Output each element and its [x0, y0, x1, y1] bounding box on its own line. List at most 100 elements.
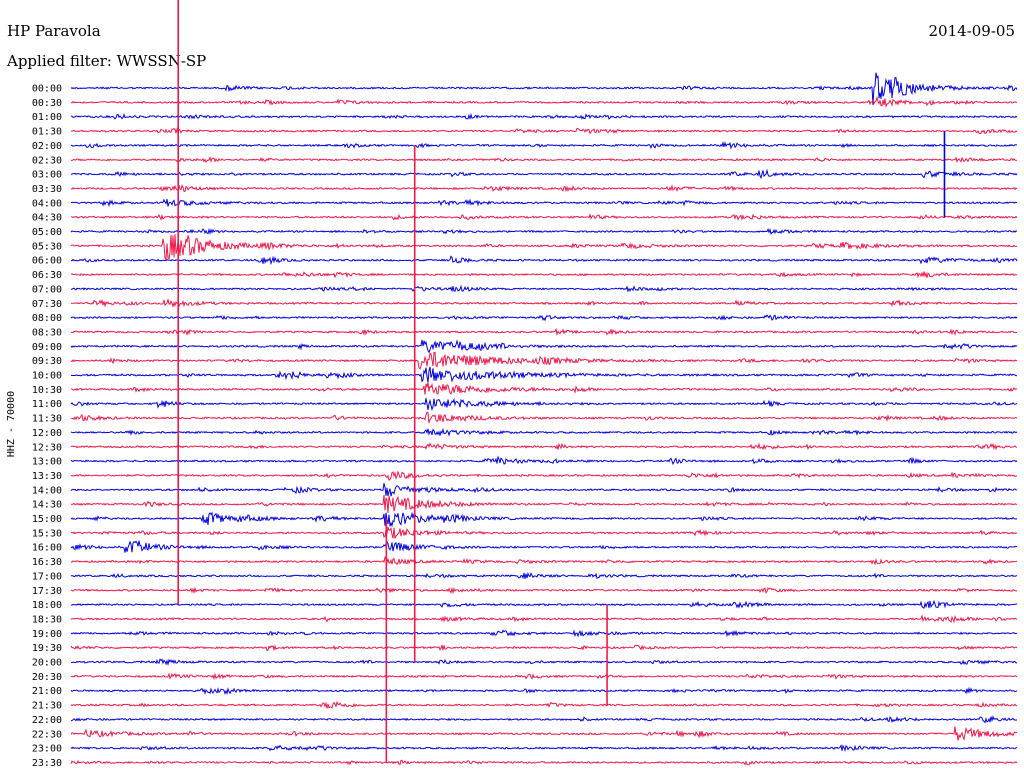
date-label: 2014-09-05 [929, 22, 1015, 40]
time-label: 15:00 [32, 514, 62, 525]
time-label: 10:00 [32, 371, 62, 382]
time-label: 05:30 [32, 241, 62, 252]
seismic-trace [70, 127, 1018, 135]
time-label: 04:30 [32, 213, 62, 224]
time-label: 11:00 [32, 399, 62, 410]
time-label: 17:00 [32, 571, 62, 582]
seismic-trace [70, 726, 1018, 742]
time-label: 04:00 [32, 198, 62, 209]
time-axis-labels: 00:00 00:30 01:00 01:30 02:00 02:30 03:00 03:30… [32, 84, 62, 769]
seismic-trace [70, 284, 1018, 293]
seismic-trace [70, 198, 1018, 208]
time-label: 00:00 [32, 84, 62, 95]
seismic-trace [70, 599, 1018, 609]
time-label: 07:00 [32, 284, 62, 295]
seismic-trace [70, 442, 1018, 451]
seismic-trace [70, 556, 1018, 566]
channel-axis-label: HHZ - 70000 [6, 391, 17, 457]
time-label: 10:30 [32, 385, 62, 396]
seismic-trace [70, 255, 1018, 266]
time-label: 13:00 [32, 457, 62, 468]
seismic-trace [70, 141, 1018, 150]
time-label: 14:30 [32, 500, 62, 511]
time-label: 21:30 [32, 701, 62, 712]
time-label: 16:00 [32, 543, 62, 554]
time-label: 18:00 [32, 600, 62, 611]
time-label: 03:00 [32, 170, 62, 181]
time-label: 00:30 [32, 98, 62, 109]
time-label: 11:30 [32, 414, 62, 425]
time-label: 19:30 [32, 643, 62, 654]
seismic-trace [70, 672, 1018, 681]
seismic-trace [70, 629, 1018, 638]
seismic-trace [70, 715, 1018, 724]
seismic-trace [70, 526, 1018, 539]
seismic-trace [70, 686, 1018, 696]
seismic-trace [70, 614, 1018, 624]
time-label: 22:00 [32, 715, 62, 726]
time-label: 18:30 [32, 614, 62, 625]
time-label: 13:30 [32, 471, 62, 482]
seismic-trace [70, 397, 1018, 412]
time-label: 08:30 [32, 327, 62, 338]
seismic-trace [70, 72, 1018, 105]
time-label: 05:00 [32, 227, 62, 238]
seismic-trace [70, 572, 1018, 580]
seismic-trace [70, 586, 1018, 595]
time-label: 12:00 [32, 428, 62, 439]
time-label: 17:30 [32, 586, 62, 597]
station-title: HP Paravola [7, 22, 101, 40]
seismic-trace [70, 184, 1018, 193]
seismic-trace [70, 339, 1018, 354]
time-label: 07:30 [32, 299, 62, 310]
seismic-trace [70, 112, 1018, 120]
time-label: 22:30 [32, 729, 62, 740]
seismic-trace [70, 327, 1018, 337]
filter-label: Applied filter: WWSSN-SP [6, 52, 206, 70]
seismic-trace [70, 483, 1018, 497]
time-label: 06:30 [32, 270, 62, 281]
seismic-trace [70, 314, 1018, 322]
time-label: 20:30 [32, 672, 62, 683]
seismic-trace [70, 168, 1018, 180]
seismic-trace [70, 759, 1018, 766]
seismic-trace [70, 411, 1018, 424]
seismic-trace [70, 511, 1018, 528]
seismic-trace [70, 227, 1018, 236]
time-label: 03:30 [32, 184, 62, 195]
seismic-trace [70, 155, 1018, 164]
seismic-trace [70, 540, 1018, 553]
seismic-trace [70, 351, 1018, 370]
seismic-trace [70, 470, 1018, 481]
seismic-trace [70, 658, 1018, 667]
time-label: 08:00 [32, 313, 62, 324]
time-label: 01:00 [32, 112, 62, 123]
time-label: 21:00 [32, 686, 62, 697]
seismic-trace [70, 455, 1018, 466]
time-label: 15:30 [32, 528, 62, 539]
seismic-trace [70, 95, 1018, 109]
seismic-trace [70, 212, 1018, 222]
seismic-spikes [177, 0, 946, 763]
time-label: 12:30 [32, 442, 62, 453]
seismic-trace [70, 234, 1018, 262]
seismic-trace [70, 366, 1018, 383]
seismic-trace [70, 427, 1018, 437]
seismic-trace [70, 297, 1018, 309]
seismic-traces [70, 72, 1018, 766]
time-label: 02:00 [32, 141, 62, 152]
time-label: 19:00 [32, 629, 62, 640]
time-label: 16:30 [32, 557, 62, 568]
time-label: 14:00 [32, 485, 62, 496]
time-label: 06:00 [32, 256, 62, 267]
seismic-trace [70, 644, 1018, 652]
time-label: 02:30 [32, 155, 62, 166]
time-label: 23:30 [32, 758, 62, 769]
time-label: 01:30 [32, 127, 62, 138]
time-label: 20:00 [32, 658, 62, 669]
time-label: 09:30 [32, 356, 62, 367]
seismic-trace [70, 271, 1018, 279]
time-label: 09:00 [32, 342, 62, 353]
time-label: 23:00 [32, 744, 62, 755]
